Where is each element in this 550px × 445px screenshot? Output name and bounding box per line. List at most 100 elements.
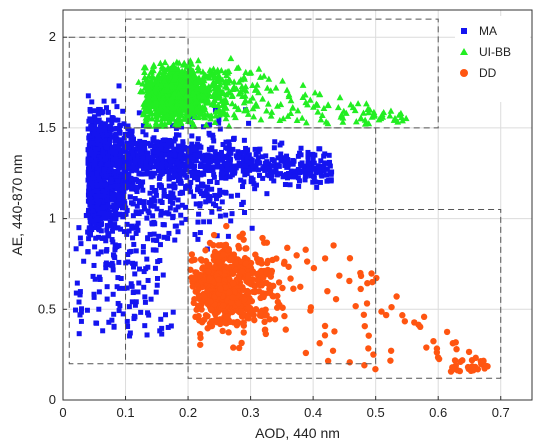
ma-point [117,211,123,217]
ma-point [101,166,107,172]
ma-point [242,210,248,216]
ma-point [94,197,100,203]
ma-point [145,236,151,242]
ma-point [76,299,82,305]
ma-point [136,110,142,116]
uibb-point [322,118,330,125]
ma-point [111,98,117,104]
ma-point [305,149,311,155]
ma-point [150,198,156,204]
uibb-point [210,65,217,72]
ma-point [113,207,119,213]
dd-point [450,365,457,373]
dd-point [388,303,395,311]
uibb-point [242,68,250,75]
ma-point [127,194,133,200]
uibb-point [142,64,149,71]
dd-point [324,287,331,295]
uibb-point [276,116,284,124]
dd-point [235,299,242,307]
ma-point [150,213,156,219]
ma-point [225,233,231,239]
ma-point [124,150,130,156]
ma-point [195,187,201,193]
uibb-point [285,91,293,98]
ma-point [107,155,113,161]
uibb-point [200,92,208,100]
ma-point [109,176,115,182]
ma-point [252,186,258,192]
ma-point [98,183,104,189]
ma-point [87,191,93,197]
uibb-point [143,122,150,129]
ma-point [114,104,120,110]
uibb-point [253,81,261,88]
uibb-point [161,120,169,127]
ma-point [116,195,122,201]
ma-point [240,184,246,190]
ma-point [192,231,198,237]
uibb-point [201,85,208,92]
ma-point [86,170,92,176]
ma-point [250,163,256,169]
ma-point [103,215,109,221]
dd-point [191,295,198,303]
ma-point [102,204,108,210]
ma-point [322,151,328,157]
ma-point [77,289,83,295]
dd-point [281,312,288,320]
uibb-point [182,80,190,87]
dd-point [285,263,292,270]
ma-point [235,192,241,198]
ma-point [104,211,110,217]
uibb-point [225,67,233,75]
ma-point [151,231,157,237]
ma-point [106,117,112,123]
ma-point [86,160,92,166]
ma-point [215,159,221,165]
ma-point [197,188,203,194]
ma-point [129,299,135,305]
ma-point [152,144,158,150]
ma-point [224,162,230,168]
ma-point [114,284,120,290]
uibb-point [151,86,159,93]
ma-point [148,174,154,180]
ma-point [95,111,101,117]
ma-point [132,302,138,308]
ma-point [158,156,164,162]
uibb-point [216,81,224,88]
dd-point [238,307,245,315]
ma-point [117,178,123,184]
ma-point [206,160,212,166]
ma-point [115,275,121,281]
ma-point [108,184,114,190]
ma-point [231,165,237,171]
uibb-point [217,67,225,74]
ma-point [198,163,204,169]
uibb-point [398,113,406,121]
ma-point [123,260,129,266]
ma-point [117,189,123,195]
ma-point [116,146,122,152]
dd-point [275,279,283,286]
ma-point [249,159,255,165]
ma-point [153,289,159,295]
ma-point [130,213,136,219]
uibb-point [189,118,196,126]
ma-point [79,306,85,312]
ma-point [121,189,127,195]
ma-point [135,227,141,233]
ma-point [133,146,139,152]
dd-point [449,340,457,347]
ma-point [109,216,115,222]
dd-point [188,251,196,258]
ma-point [202,152,208,158]
ma-point [214,162,220,168]
ma-point [311,160,317,166]
ma-point [310,156,316,162]
ma-point [103,265,109,271]
uibb-point [324,101,332,108]
ma-point [282,155,288,161]
ma-point [143,162,149,168]
